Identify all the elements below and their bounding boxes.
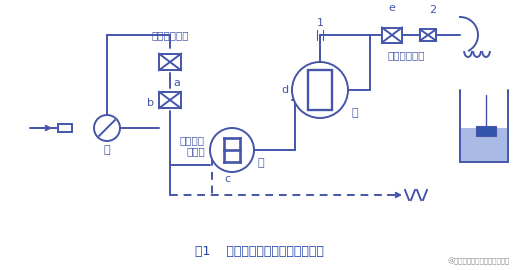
Bar [308, 70, 332, 110]
Text: 2: 2 [429, 5, 437, 15]
Bar [476, 126, 496, 136]
Circle shape [292, 62, 348, 118]
Text: b: b [147, 98, 154, 108]
Circle shape [210, 128, 254, 172]
Text: @淮安泰可自动化仪表有限公司: @淮安泰可自动化仪表有限公司 [448, 258, 510, 265]
Text: 1: 1 [316, 18, 324, 28]
Text: 液体没有充满: 液体没有充满 [387, 50, 424, 60]
Text: c: c [224, 174, 230, 184]
Text: d: d [282, 85, 289, 95]
Text: 好: 好 [257, 158, 264, 168]
Bar [461, 128, 507, 161]
Text: 容易积聚空气: 容易积聚空气 [151, 30, 189, 40]
Bar [159, 54, 181, 70]
Text: e: e [388, 3, 395, 13]
Circle shape [94, 115, 120, 141]
Text: a: a [173, 78, 180, 88]
Bar [382, 28, 402, 42]
Text: 图1    仪表内传感器安装位置示意图: 图1 仪表内传感器安装位置示意图 [195, 245, 323, 258]
Bar [159, 92, 181, 108]
Text: 泵: 泵 [104, 145, 110, 155]
Text: 好: 好 [351, 108, 357, 118]
Bar [58, 124, 72, 132]
Bar [420, 29, 436, 40]
Text: 液体可能
不充满: 液体可能 不充满 [180, 135, 205, 157]
